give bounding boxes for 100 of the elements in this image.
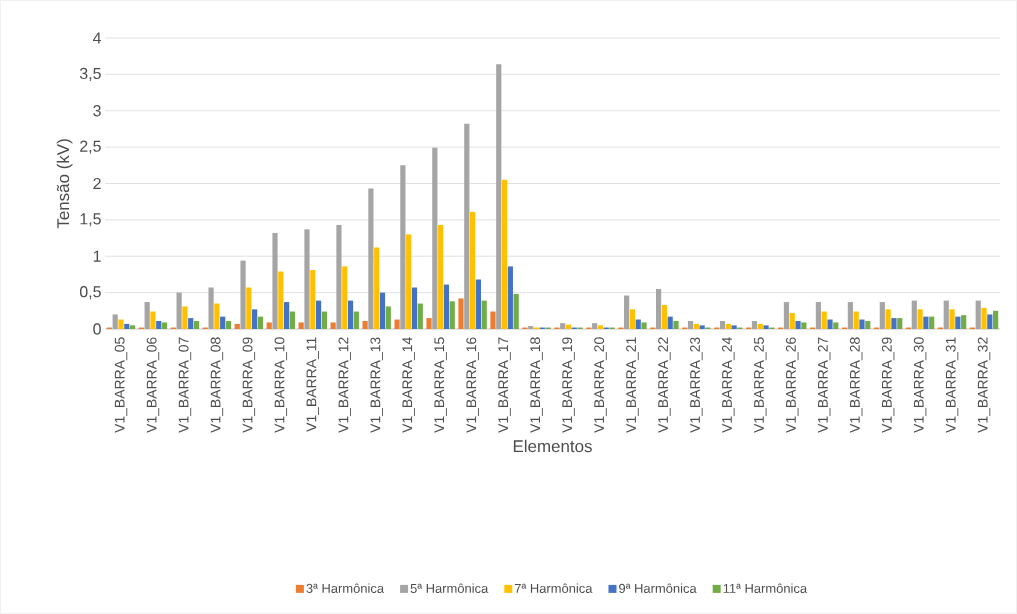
bar xyxy=(763,325,769,329)
bar xyxy=(923,316,929,329)
bar xyxy=(321,311,327,329)
bar xyxy=(411,287,418,329)
bar xyxy=(975,300,981,329)
x-tick-label: V1_BARRA_28 xyxy=(849,337,863,433)
bar xyxy=(725,323,731,329)
x-tick-label: V1_BARRA_29 xyxy=(881,337,895,433)
x-tick-label: V1_BARRA_19 xyxy=(562,337,575,433)
bar xyxy=(833,322,839,329)
bar xyxy=(865,320,871,329)
bar xyxy=(528,326,534,329)
bar xyxy=(801,322,807,329)
x-tick-label: V1_BARRA_10 xyxy=(274,337,288,433)
bar xyxy=(347,300,354,329)
bar xyxy=(929,316,935,329)
bar xyxy=(400,165,406,329)
bar xyxy=(635,319,641,329)
bar xyxy=(949,309,955,329)
x-tick-label: V1_BARRA_14 xyxy=(402,337,415,433)
y-tick-label: 0 xyxy=(93,323,101,335)
bar xyxy=(513,294,519,329)
bar xyxy=(827,319,833,329)
bar xyxy=(252,309,258,329)
bar xyxy=(188,318,194,329)
bar xyxy=(795,320,801,329)
bar xyxy=(507,266,513,329)
bar xyxy=(304,229,310,329)
bar xyxy=(993,310,999,329)
bar xyxy=(234,323,240,329)
bar xyxy=(214,303,220,329)
bar xyxy=(161,322,168,329)
bar xyxy=(783,302,790,329)
bar xyxy=(246,287,252,329)
bar xyxy=(176,292,182,329)
bar xyxy=(118,319,124,329)
bar xyxy=(673,320,679,329)
x-tick-label: V1_BARRA_22 xyxy=(658,337,671,433)
bar xyxy=(624,295,630,329)
bar xyxy=(374,247,380,329)
bar xyxy=(417,303,423,329)
bar xyxy=(885,309,891,329)
x-tick-label: V1_BARRA_17 xyxy=(498,337,511,433)
legend-label: 3ª Harmônica xyxy=(306,583,385,593)
bar xyxy=(592,323,598,329)
bar xyxy=(891,318,897,329)
x-tick-label: V1_BARRA_08 xyxy=(210,337,224,433)
bar xyxy=(278,271,284,329)
x-tick-label: V1_BARRA_15 xyxy=(434,337,447,433)
bar xyxy=(432,147,438,329)
bar xyxy=(368,188,374,329)
bar xyxy=(961,315,967,329)
y-tick-label: 1 xyxy=(93,250,101,262)
x-tick-label: V1_BARRA_27 xyxy=(817,337,831,433)
bar xyxy=(501,179,508,329)
bar xyxy=(955,316,961,329)
bar xyxy=(353,311,359,329)
x-tick-label: V1_BARRA_18 xyxy=(530,337,543,433)
bar xyxy=(289,311,296,329)
bar xyxy=(124,323,130,329)
x-tick-label: V1_BARRA_09 xyxy=(242,337,256,433)
x-tick-label: V1_BARRA_25 xyxy=(754,337,767,433)
y-axis-title: Tensão (kV) xyxy=(56,139,73,229)
x-tick-label: V1_BARRA_20 xyxy=(594,337,607,433)
bar xyxy=(182,306,188,329)
bar xyxy=(699,325,705,329)
y-tick-label: 4 xyxy=(92,32,102,44)
bar xyxy=(897,318,903,329)
bar xyxy=(597,325,604,329)
y-tick-label: 2,5 xyxy=(80,140,101,154)
legend-label: 9ª Harmônica xyxy=(619,583,697,593)
bar xyxy=(266,322,272,329)
bar xyxy=(629,309,636,329)
bar xyxy=(667,316,673,329)
bar xyxy=(943,300,949,329)
y-tick-label: 3 xyxy=(93,105,101,117)
bar xyxy=(719,320,726,329)
x-tick-label: V1_BARRA_24 xyxy=(722,337,735,433)
bar xyxy=(751,320,758,329)
bar xyxy=(496,64,502,329)
x-tick-label: V1_BARRA_11 xyxy=(306,337,319,432)
x-tick-label: V1_BARRA_26 xyxy=(785,337,799,433)
bar xyxy=(987,314,993,329)
bar xyxy=(981,307,987,329)
bar xyxy=(426,318,432,329)
bar xyxy=(847,302,853,329)
y-tick-label: 1,5 xyxy=(80,213,101,227)
bar xyxy=(257,316,264,329)
x-tick-label: V1_BARRA_31 xyxy=(945,337,959,433)
x-axis-title: Elementos xyxy=(513,439,592,453)
bar xyxy=(458,298,464,329)
bar xyxy=(342,266,348,329)
bar xyxy=(879,302,885,329)
bar xyxy=(449,301,455,329)
legend-label: 11ª Harmônica xyxy=(723,583,808,593)
x-tick-label: V1_BARRA_16 xyxy=(466,337,479,433)
bar xyxy=(144,302,150,329)
x-tick-label: V1_BARRA_23 xyxy=(690,337,703,433)
y-tick-label: 0,5 xyxy=(79,286,101,300)
bar xyxy=(655,288,662,329)
